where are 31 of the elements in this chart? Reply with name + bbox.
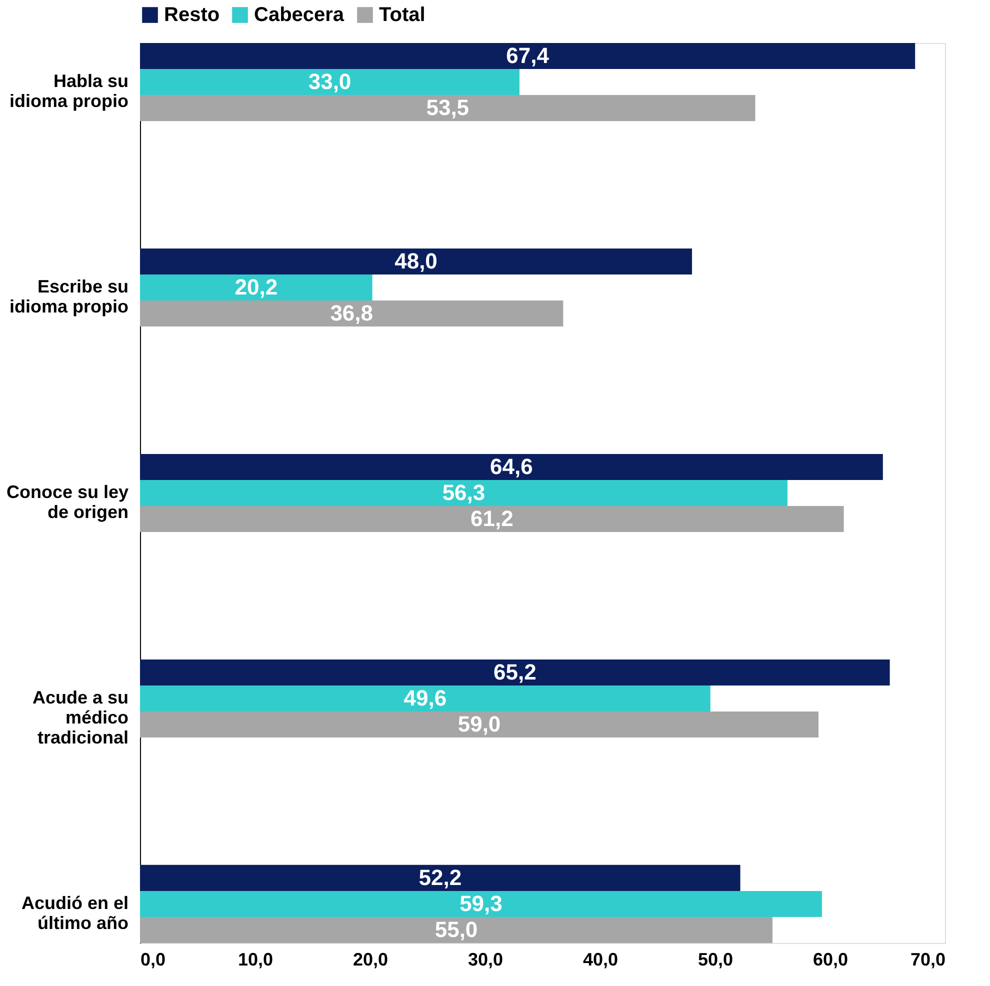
legend-label: Total — [379, 4, 426, 26]
y-tick-label: Habla su idioma propio — [10, 71, 128, 112]
x-tick-label: 70,0 — [910, 950, 946, 970]
data-label: 53,5 — [426, 95, 470, 120]
data-label: 64,6 — [490, 454, 533, 479]
data-label: 65,2 — [493, 659, 536, 684]
data-label: 55,0 — [434, 916, 478, 942]
data-label: 36,8 — [330, 300, 374, 326]
x-tick-label: 60,0 — [812, 950, 848, 970]
x-tick-label: 30,0 — [468, 950, 504, 970]
data-label: 56,3 — [442, 480, 486, 505]
data-label: 59,3 — [460, 890, 502, 916]
data-label: 61,2 — [470, 506, 514, 532]
x-tick-label: 50,0 — [698, 950, 734, 970]
legend-label: Resto — [164, 4, 220, 26]
y-tick-label: Escribe su idioma propio — [10, 276, 128, 317]
data-label: 48,0 — [394, 248, 438, 274]
data-label: 49,6 — [404, 685, 447, 710]
x-tick-label: 20,0 — [352, 950, 388, 970]
data-label: 59,0 — [458, 712, 501, 737]
data-label: 67,4 — [506, 43, 550, 68]
x-tick-label: 0,0 — [140, 950, 166, 970]
y-tick-label: Acude a su médico tradicional — [32, 687, 128, 748]
legend-label: Cabecera — [254, 4, 345, 26]
y-tick-label: Conoce su ley de origen — [6, 482, 128, 522]
data-label: 33,0 — [308, 69, 352, 94]
data-label: 52,2 — [418, 864, 462, 890]
data-label: 20,2 — [234, 274, 278, 300]
y-tick-label: Acudió en el último año — [21, 892, 128, 933]
x-tick-label: 10,0 — [238, 950, 274, 970]
x-tick-label: 40,0 — [582, 950, 618, 970]
